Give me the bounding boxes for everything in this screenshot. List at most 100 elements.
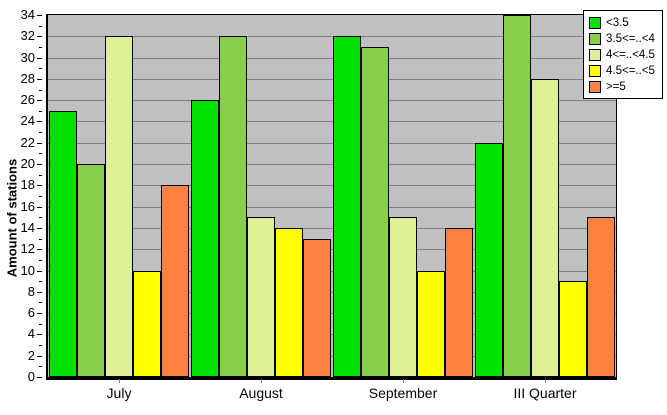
gridline [48, 121, 616, 123]
y-tick-label: 0 [27, 369, 35, 384]
x-category-label: July [106, 385, 132, 401]
y-tick-label: 26 [20, 92, 35, 108]
y-tick-label: 22 [20, 134, 35, 150]
legend-item-label: 3.5<=..<4 [606, 33, 655, 45]
y-tick-label: 2 [27, 347, 35, 363]
bar-iii-quarter-s0 [475, 142, 503, 377]
y-tick-label: 8 [27, 283, 35, 299]
y-tick-mark-minor [39, 132, 42, 134]
x-tick-mark [261, 379, 262, 383]
legend-item: >=5 [589, 79, 658, 95]
legend-item-label: 4<=..<4.5 [606, 49, 655, 61]
y-tick-mark-minor [39, 25, 42, 27]
bar-august-s2 [247, 217, 275, 377]
y-tick-mark [37, 334, 42, 336]
y-tick-mark-minor [39, 110, 42, 112]
y-tick-mark [37, 355, 42, 357]
y-tick-mark-minor [39, 366, 42, 368]
y-tick-mark [37, 121, 42, 123]
bar-september-s0 [333, 36, 361, 377]
y-tick-mark-minor [39, 89, 42, 91]
y-tick-label: 32 [20, 28, 35, 44]
gridline [48, 291, 616, 293]
x-category-label: September [368, 385, 438, 401]
gridline [48, 185, 616, 187]
y-tick-mark [37, 270, 42, 272]
bar-july-s3 [133, 270, 161, 377]
y-tick-label: 4 [27, 326, 35, 342]
y-tick-mark [37, 100, 42, 102]
y-tick-label: 34 [20, 7, 35, 22]
legend-color-swatch [589, 65, 601, 77]
y-tick-mark-minor [39, 345, 42, 347]
y-tick-mark [37, 164, 42, 166]
legend-item: 3.5<=..<4 [589, 31, 658, 47]
y-tick-label: 18 [20, 177, 35, 193]
y-tick-mark [37, 78, 42, 80]
bar-september-s1 [361, 46, 389, 377]
legend-color-swatch [589, 49, 601, 61]
x-tick-mark [403, 379, 404, 383]
y-tick-label: 12 [20, 241, 35, 257]
gridline [48, 334, 616, 336]
bar-august-s0 [191, 100, 219, 377]
x-axis: July August September III Quarter [46, 379, 616, 415]
y-tick-label: 6 [27, 305, 35, 321]
y-tick-mark [37, 185, 42, 187]
legend-color-swatch [589, 81, 601, 93]
y-tick-mark [37, 227, 42, 229]
bar-iii-quarter-s2 [531, 78, 559, 377]
gridline [48, 313, 616, 315]
y-tick-mark [37, 313, 42, 315]
bar-iii-quarter-s3 [559, 281, 587, 377]
bar-july-s0 [49, 110, 77, 377]
y-tick-mark-minor [39, 281, 42, 283]
y-tick-label: 28 [20, 70, 35, 86]
legend-item: 4.5<=..<5 [589, 63, 658, 79]
bar-september-s2 [389, 217, 417, 377]
y-tick-mark [37, 291, 42, 293]
y-tick-mark [37, 206, 42, 208]
legend-color-swatch [589, 33, 601, 45]
bar-august-s4 [303, 238, 331, 377]
legend-item: <3.5 [589, 15, 658, 31]
x-tick-mark [119, 379, 120, 383]
y-tick-label: 24 [20, 113, 35, 129]
y-tick-mark-minor [39, 153, 42, 155]
gridline [48, 355, 616, 357]
bar-july-s4 [161, 185, 189, 377]
y-tick-label: 10 [20, 262, 35, 278]
x-tick-mark [545, 379, 546, 383]
y-axis: 0 2 4 6 8 10 12 14 16 18 20 22 24 26 28 30 32 34 [0, 7, 44, 384]
gridline [48, 36, 616, 38]
bar-august-s3 [275, 227, 303, 377]
bar-august-s1 [219, 36, 247, 377]
y-tick-mark-minor [39, 302, 42, 304]
x-category-label: III Quarter [513, 385, 577, 401]
y-tick-mark-minor [39, 238, 42, 240]
plot-area [46, 14, 617, 380]
legend-item-label: >=5 [606, 81, 626, 93]
legend-item-label: 4.5<=..<5 [606, 65, 655, 77]
y-tick-mark-minor [39, 323, 42, 325]
y-tick-mark [37, 15, 42, 16]
y-tick-mark [37, 377, 42, 378]
bar-iii-quarter-s4 [587, 217, 615, 377]
gridline [48, 164, 616, 166]
y-tick-mark [37, 57, 42, 59]
gridline [48, 249, 616, 251]
y-tick-mark-minor [39, 259, 42, 261]
legend-item-label: <3.5 [606, 17, 629, 29]
y-tick-label: 30 [20, 49, 35, 65]
gridline [48, 206, 616, 208]
gridline [48, 78, 616, 80]
y-tick-mark-minor [39, 46, 42, 48]
y-tick-mark [37, 249, 42, 251]
y-tick-label: 16 [20, 198, 35, 214]
y-tick-label: 20 [20, 156, 35, 172]
x-category-label: August [239, 385, 283, 401]
legend-item: 4<=..<4.5 [589, 47, 658, 63]
bar-september-s4 [445, 227, 473, 377]
legend-color-swatch [589, 17, 601, 29]
